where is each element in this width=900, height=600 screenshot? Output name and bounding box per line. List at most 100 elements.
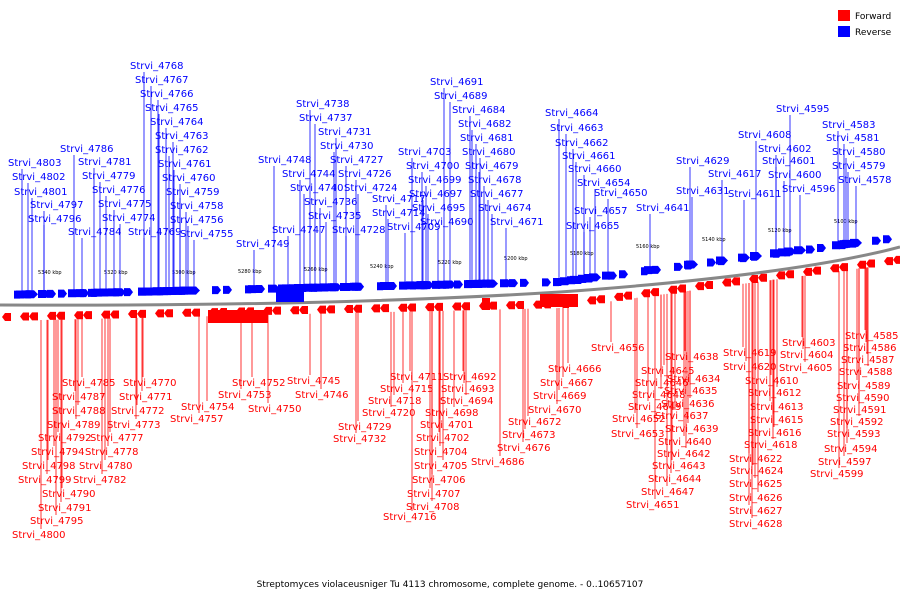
gene-label[interactable]: Strvi_4717 <box>372 194 426 205</box>
reverse-gene-arrow[interactable] <box>410 281 419 290</box>
reverse-gene-arrow[interactable] <box>190 286 199 295</box>
gene-label[interactable]: Strvi_4591 <box>833 405 887 416</box>
gene-label[interactable]: Strvi_4671 <box>490 217 544 228</box>
forward-gene-arrow[interactable] <box>137 309 146 318</box>
gene-label[interactable]: Strvi_4682 <box>458 119 512 130</box>
gene-label[interactable]: Strvi_4732 <box>333 434 387 445</box>
gene-label[interactable]: Strvi_4616 <box>748 428 802 439</box>
reverse-gene-arrow[interactable] <box>80 289 89 298</box>
gene-label[interactable]: Strvi_4711 <box>390 372 444 383</box>
gene-label[interactable]: Strvi_4698 <box>425 408 479 419</box>
gene-label[interactable]: Strvi_4583 <box>822 120 876 131</box>
forward-gene-arrow[interactable] <box>515 301 524 310</box>
forward-gene-arrow[interactable] <box>353 304 362 313</box>
gene-label[interactable]: Strvi_4645 <box>641 366 695 377</box>
gene-label[interactable]: Strvi_4673 <box>502 430 556 441</box>
gene-label[interactable]: Strvi_4762 <box>155 145 209 156</box>
reverse-gene-arrow[interactable] <box>245 285 254 294</box>
gene-label[interactable]: Strvi_4665 <box>566 221 620 232</box>
gene-label[interactable]: Strvi_4781 <box>78 157 132 168</box>
reverse-gene-arrow[interactable] <box>740 254 749 263</box>
gene-label[interactable]: Strvi_4727 <box>330 155 384 166</box>
forward-gene-arrow[interactable] <box>434 302 443 311</box>
gene-label[interactable]: Strvi_4704 <box>414 447 468 458</box>
reverse-gene-arrow[interactable] <box>146 287 155 296</box>
gene-label[interactable]: Strvi_4767 <box>135 75 189 86</box>
gene-label[interactable]: Strvi_4766 <box>140 89 194 100</box>
forward-gene-arrow[interactable] <box>47 311 56 320</box>
gene-label[interactable]: Strvi_4718 <box>368 396 422 407</box>
gene-label[interactable]: Strvi_4670 <box>528 405 582 416</box>
gene-label[interactable]: Strvi_4691 <box>430 77 484 88</box>
gene-label[interactable]: Strvi_4608 <box>738 130 792 141</box>
gene-label[interactable]: Strvi_4634 <box>667 374 721 385</box>
gene-label[interactable]: Strvi_4657 <box>574 206 628 217</box>
gene-label[interactable]: Strvi_4799 <box>18 475 72 486</box>
gene-label[interactable]: Strvi_4697 <box>409 189 463 200</box>
gene-label[interactable]: Strvi_4791 <box>38 503 92 514</box>
gene-label[interactable]: Strvi_4660 <box>568 164 622 175</box>
forward-gene-arrow[interactable] <box>56 311 65 320</box>
gene-label[interactable]: Strvi_4740 <box>290 183 344 194</box>
reverse-gene-arrow[interactable] <box>553 278 562 287</box>
forward-gene-arrow[interactable] <box>893 255 900 264</box>
gene-label[interactable]: Strvi_4626 <box>729 493 783 504</box>
gene-label[interactable]: Strvi_4589 <box>837 381 891 392</box>
gene-label[interactable]: Strvi_4653 <box>611 429 665 440</box>
forward-gene-arrow[interactable] <box>866 259 875 268</box>
gene-label[interactable]: Strvi_4603 <box>782 338 836 349</box>
gene-label[interactable]: Strvi_4752 <box>232 378 286 389</box>
gene-label[interactable]: Strvi_4650 <box>594 188 648 199</box>
gene-label[interactable]: Strvi_4640 <box>658 437 712 448</box>
gene-label[interactable]: Strvi_4639 <box>665 424 719 435</box>
forward-gene-arrow[interactable] <box>677 284 686 293</box>
reverse-gene-arrow[interactable] <box>388 281 397 290</box>
forward-gene-arrow[interactable] <box>731 277 740 286</box>
gene-label[interactable]: Strvi_4746 <box>295 390 349 401</box>
reverse-gene-arrow[interactable] <box>399 281 411 290</box>
gene-label[interactable]: Strvi_4615 <box>750 415 804 426</box>
gene-label[interactable]: Strvi_4651 <box>626 500 680 511</box>
gene-label[interactable]: Strvi_4695 <box>412 203 466 214</box>
gene-label[interactable]: Strvi_4690 <box>420 217 474 228</box>
forward-gene-arrow[interactable] <box>29 312 38 321</box>
gene-label[interactable]: Strvi_4796 <box>28 214 82 225</box>
gene-label[interactable]: Strvi_4771 <box>119 392 173 403</box>
gene-label[interactable]: Strvi_4581 <box>826 133 880 144</box>
gene-label[interactable]: Strvi_4706 <box>412 475 466 486</box>
gene-label[interactable]: Strvi_4709 <box>387 222 441 233</box>
gene-label[interactable]: Strvi_4627 <box>729 506 783 517</box>
gene-label[interactable]: Strvi_4738 <box>296 99 350 110</box>
reverse-gene-arrow[interactable] <box>794 246 806 255</box>
forward-gene-arrow[interactable] <box>722 278 731 287</box>
gene-label[interactable]: Strvi_4679 <box>465 161 519 172</box>
forward-gene-arrow[interactable] <box>614 292 623 301</box>
forward-gene-arrow[interactable] <box>164 309 173 318</box>
forward-gene-block[interactable] <box>208 310 268 323</box>
reverse-gene-arrow[interactable] <box>850 239 859 248</box>
gene-label[interactable]: Strvi_4652 <box>612 414 666 425</box>
gene-label[interactable]: Strvi_4692 <box>443 372 497 383</box>
forward-gene-arrow[interactable] <box>299 306 308 315</box>
gene-label[interactable]: Strvi_4757 <box>170 414 224 425</box>
forward-gene-arrow[interactable] <box>776 271 785 280</box>
reverse-gene-arrow[interactable] <box>542 278 551 287</box>
gene-label[interactable]: Strvi_4774 <box>102 213 156 224</box>
gene-label[interactable]: Strvi_4580 <box>832 147 886 158</box>
gene-label[interactable]: Strvi_4784 <box>68 227 122 238</box>
gene-label[interactable]: Strvi_4716 <box>383 512 437 523</box>
gene-label[interactable]: Strvi_4750 <box>248 404 302 415</box>
gene-label[interactable]: Strvi_4578 <box>838 175 892 186</box>
gene-label[interactable]: Strvi_4715 <box>380 384 434 395</box>
reverse-gene-arrow[interactable] <box>817 243 826 252</box>
forward-gene-arrow[interactable] <box>191 308 200 317</box>
reverse-gene-arrow[interactable] <box>377 282 386 291</box>
gene-label[interactable]: Strvi_4599 <box>810 469 864 480</box>
forward-gene-arrow[interactable] <box>884 257 893 266</box>
gene-label[interactable]: Strvi_4785 <box>62 378 116 389</box>
gene-label[interactable]: Strvi_4786 <box>60 144 114 155</box>
reverse-gene-arrow[interactable] <box>718 257 727 266</box>
gene-label[interactable]: Strvi_4631 <box>676 186 730 197</box>
gene-label[interactable]: Strvi_4759 <box>166 187 220 198</box>
gene-label[interactable]: Strvi_4726 <box>338 169 392 180</box>
